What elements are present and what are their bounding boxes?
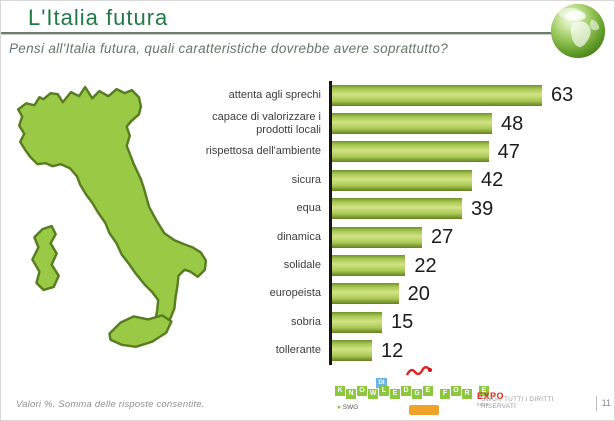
bar <box>332 84 542 106</box>
bar-row: sicura 42 <box>191 166 611 194</box>
expo-year: 2015 <box>477 402 489 407</box>
letter-tile: E <box>390 389 400 399</box>
value-label: 42 <box>481 169 504 192</box>
category-label: europeista <box>269 287 321 300</box>
bar-row: rispettosa dell'ambiente 47 <box>191 138 611 166</box>
bar <box>332 255 406 277</box>
letter-tile: K <box>335 386 345 396</box>
bar-row: solidale 22 <box>191 251 611 279</box>
value-label: 63 <box>551 84 574 107</box>
italy-map <box>11 83 211 359</box>
category-label: solidale <box>283 259 321 272</box>
value-label: 47 <box>497 140 520 163</box>
category-label: attenta agli sprechi <box>228 88 321 101</box>
letter-tile: N <box>346 389 356 399</box>
page-number: 11 <box>601 398 611 408</box>
category-label: sicura <box>291 173 321 186</box>
letter-tile: F <box>440 389 450 399</box>
sicily <box>108 314 173 349</box>
value-label: 48 <box>501 112 524 135</box>
bar-row: equa 39 <box>191 195 611 223</box>
bar-row: attenta agli sprechi 63 <box>191 81 611 109</box>
category-label: capace di valorizzare i prodotti locali <box>212 110 321 136</box>
expo-text: EXPO <box>477 391 505 401</box>
di-tile: DI <box>376 378 387 388</box>
value-label: 39 <box>471 197 494 220</box>
value-label: 12 <box>381 339 404 362</box>
bar <box>332 340 372 362</box>
category-label: sobria <box>291 315 321 328</box>
bar-chart-rows: attenta agli sprechi 63 capace di valorizz… <box>191 81 611 365</box>
page-title: L'Italia futura <box>28 5 169 30</box>
letter-tile: L <box>379 386 389 396</box>
chart-axis <box>329 81 332 365</box>
italy-mainland <box>16 85 208 328</box>
category-label: dinamica <box>276 230 321 243</box>
copyright-block: SWG® TUTTI I DIRITTI RISERVATI 11 <box>481 393 611 413</box>
bar-row: europeista 20 <box>191 280 611 308</box>
question-subtitle: Pensi all'Italia futura, quali caratteri… <box>9 41 449 56</box>
letter-tile: D <box>401 386 411 396</box>
header-divider <box>1 32 555 35</box>
copyright-separator <box>595 395 597 411</box>
bar <box>332 283 399 305</box>
category-label: equa <box>296 202 321 215</box>
bar <box>332 113 492 135</box>
letter-tile: W <box>368 389 378 399</box>
bar-chart: attenta agli sprechi 63 capace di valorizz… <box>191 81 611 365</box>
bar <box>332 226 422 248</box>
copyright-text: SWG® TUTTI I DIRITTI RISERVATI <box>481 396 554 410</box>
footnote: Valori %. Somma delle risposte consentit… <box>16 399 205 410</box>
bar-row: sobria 15 <box>191 308 611 336</box>
value-label: 20 <box>407 282 430 305</box>
bar <box>332 198 462 220</box>
letter-tile: O <box>451 386 461 396</box>
letter-tile: E <box>423 386 433 396</box>
swg-dot-icon: ● <box>337 404 341 411</box>
bar <box>332 169 472 191</box>
letter-tile: G <box>412 389 422 399</box>
letter-tile: O <box>357 386 367 396</box>
bar <box>332 311 382 333</box>
swg-logo: ● SWG <box>337 404 358 411</box>
letter-tile: R <box>462 389 472 399</box>
value-label: 15 <box>391 311 414 334</box>
globe-icon <box>549 2 607 60</box>
bar-row: dinamica 27 <box>191 223 611 251</box>
expo-wordmark: EXPO 2015 <box>477 387 504 408</box>
category-label: tollerante <box>275 344 321 357</box>
bar-row: tollerante 12 <box>191 337 611 365</box>
expo-milano-icon <box>405 365 433 378</box>
value-label: 22 <box>414 254 437 277</box>
category-label: rispettosa dell'ambiente <box>205 145 321 158</box>
swg-text: SWG <box>342 404 359 411</box>
letter-tile: E <box>479 386 489 396</box>
bar-row: capace di valorizzare i prodotti locali 4… <box>191 109 611 137</box>
partner-logo <box>409 405 439 415</box>
value-label: 27 <box>431 226 454 249</box>
sardinia <box>31 224 60 292</box>
bar <box>332 141 489 163</box>
